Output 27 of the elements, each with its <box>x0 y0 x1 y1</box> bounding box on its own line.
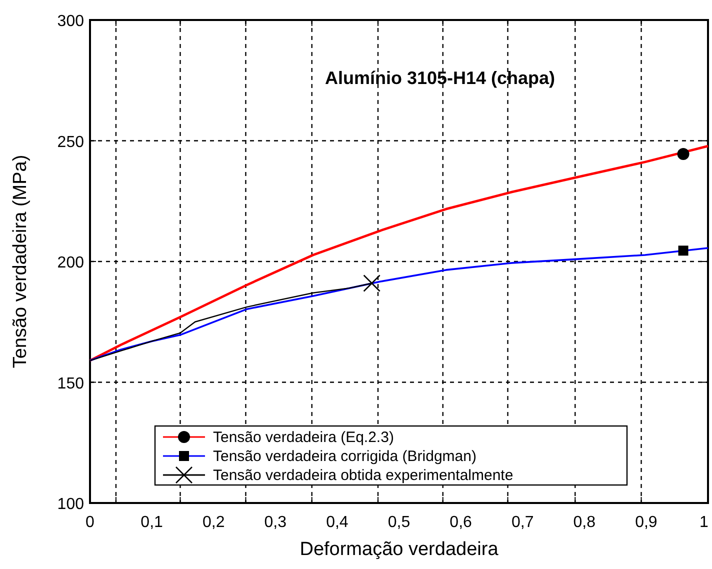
y-tick-label: 100 <box>57 496 84 513</box>
point <box>678 246 688 256</box>
x-tick-label: 0,7 <box>511 514 534 531</box>
y-tick-label: 250 <box>57 134 84 151</box>
x-tick-label: 0,8 <box>573 514 596 531</box>
x-tick-label: 0,5 <box>388 514 410 531</box>
line-series <box>89 247 709 362</box>
point <box>677 148 690 160</box>
x-tick-label: 0,1 <box>140 514 164 531</box>
legend-label: Tensão verdadeira (Eq.2.3) <box>213 429 394 446</box>
line-series <box>88 144 710 362</box>
legend-label: Tensão verdadeira obtida experimentalmente <box>213 467 514 484</box>
x-tick-label: 0,2 <box>202 514 225 531</box>
y-tick-label: 200 <box>57 254 84 272</box>
y-axis-title: Tensão verdadeira (MPa) <box>10 154 31 368</box>
x-axis-title: Deformação verdadeira <box>300 539 499 560</box>
y-tick-label: 300 <box>57 13 84 30</box>
point <box>363 274 380 292</box>
text: Alumínio 3105-H14 (chapa) <box>324 68 556 88</box>
x-tick-label: 1 <box>700 514 709 531</box>
x-tick-label: 0,9 <box>635 514 658 531</box>
y-tick-label: 150 <box>57 375 84 392</box>
x-tick-label: 0 <box>86 514 95 531</box>
x-tick-label: 0,3 <box>264 514 287 531</box>
x-tick-label: 0,6 <box>450 514 472 531</box>
x-tick-label: 0,4 <box>326 514 348 531</box>
legend-label: Tensão verdadeira corrigida (Bridgman) <box>213 448 476 465</box>
